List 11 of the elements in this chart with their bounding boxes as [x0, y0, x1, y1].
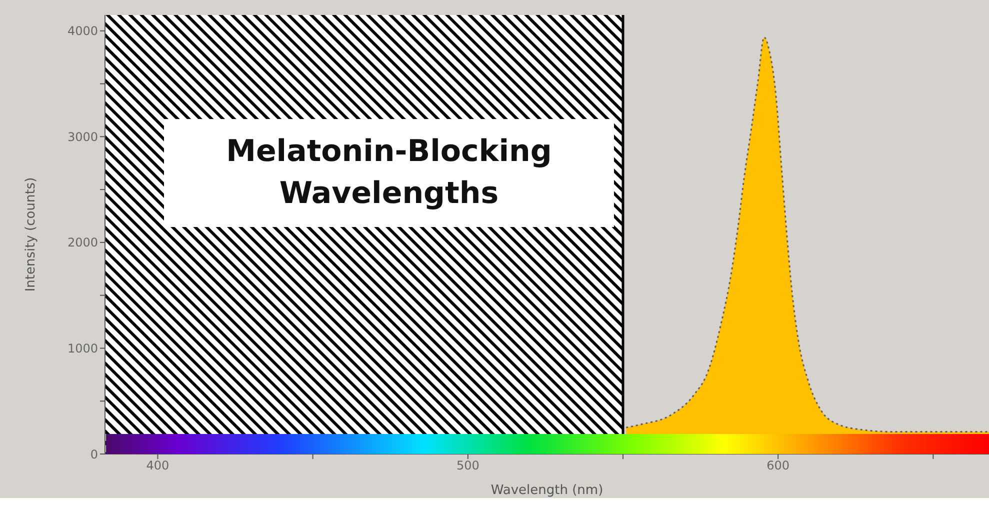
y-axis-title: Intensity (counts)	[24, 177, 39, 292]
y-tick-label: 4000	[67, 24, 98, 38]
x-tick-label: 400	[146, 458, 170, 473]
y-tick-label: 0	[90, 447, 98, 462]
band-label: Melatonin-Blocking Wavelengths	[226, 134, 552, 212]
y-tick-label: 1000	[67, 341, 98, 356]
y-tick-label: 3000	[67, 130, 98, 144]
y-tick-label: 2000	[67, 236, 98, 250]
x-tick-label: 500	[456, 458, 480, 473]
x-tick-label: 600	[766, 458, 790, 473]
x-axis-title: Wavelength (nm)	[490, 483, 604, 498]
